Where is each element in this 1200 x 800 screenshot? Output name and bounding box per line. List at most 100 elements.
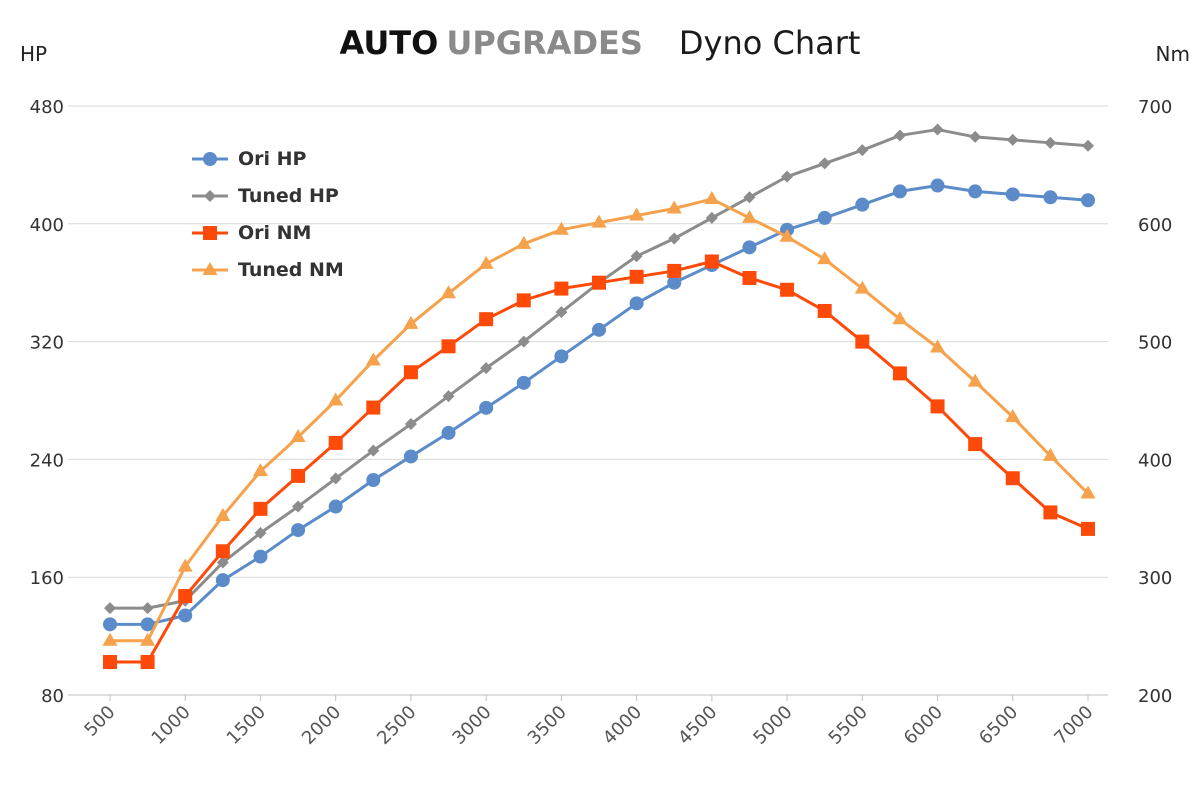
data-point: [817, 303, 832, 318]
brand-upgrades: UPGRADES: [446, 24, 643, 62]
right-axis-unit: Nm: [1155, 42, 1190, 66]
x-tick-label: 5000: [749, 702, 796, 749]
data-point: [892, 184, 907, 199]
data-point: [141, 602, 154, 615]
legend-swatch-icon: [192, 189, 228, 202]
brand-auto: AUTO: [339, 24, 439, 62]
data-point: [666, 200, 682, 214]
y-tick-label: 240: [30, 450, 64, 471]
y-tick-label: 400: [30, 215, 64, 236]
series-line: [110, 259, 1089, 664]
axis-layer: 80 160 240 320 400 480 200 300 400 500 600 700 500 10…: [30, 97, 1173, 749]
data-point: [629, 207, 645, 221]
y2-tick-label: 400: [1138, 450, 1172, 471]
data-point: [329, 472, 342, 485]
data-point: [253, 549, 268, 564]
data-point: [817, 251, 833, 265]
data-point: [140, 617, 155, 632]
data-point: [104, 602, 116, 615]
data-point: [1081, 193, 1095, 208]
series-tuned-nm: [102, 191, 1096, 646]
x-tick-label: 6000: [900, 702, 947, 749]
data-point: [930, 399, 945, 414]
y2-tick-label: 700: [1138, 97, 1172, 118]
data-point: [404, 418, 417, 431]
data-point: [705, 211, 718, 224]
data-point: [291, 468, 306, 483]
legend-swatch-icon: [192, 225, 228, 240]
data-point: [103, 617, 117, 632]
data-point: [442, 390, 455, 403]
data-point: [1006, 133, 1019, 146]
x-tick-label: 1000: [148, 702, 195, 749]
data-point: [893, 129, 906, 142]
data-point: [178, 589, 193, 604]
data-point: [1005, 471, 1020, 486]
x-tick-label: 1500: [223, 702, 270, 749]
x-tick-label: 4000: [599, 702, 646, 749]
data-point: [854, 280, 870, 294]
data-point: [328, 392, 344, 406]
data-point: [252, 463, 268, 477]
data-point: [930, 178, 945, 193]
legend-swatch-marker: [203, 225, 217, 240]
data-point: [103, 655, 117, 670]
y2-tick-label: 200: [1138, 686, 1172, 707]
series-layer: [102, 123, 1096, 670]
data-point: [592, 275, 606, 290]
y-tick-label: 480: [30, 97, 64, 118]
data-point: [667, 275, 682, 290]
data-point: [629, 296, 644, 311]
x-tick-label: 2500: [373, 702, 420, 749]
data-point: [140, 655, 155, 670]
data-point: [178, 608, 193, 623]
data-point: [555, 306, 568, 319]
chart-title: AUTO UPGRADES Dyno Chart: [0, 24, 1200, 62]
legend-item: Ori NM: [190, 214, 344, 251]
data-point: [215, 573, 230, 588]
data-point: [517, 335, 530, 348]
data-point: [1005, 408, 1021, 422]
x-tick-label: 3000: [448, 702, 495, 749]
data-point: [479, 400, 494, 415]
legend-item: Ori HP: [190, 140, 344, 177]
data-point: [441, 425, 456, 440]
data-point: [630, 250, 643, 263]
data-point: [365, 352, 381, 366]
y-tick-label: 80: [41, 686, 64, 707]
data-point: [1005, 187, 1020, 202]
data-point: [967, 373, 983, 387]
data-point: [741, 209, 757, 223]
legend-swatch-icon: [192, 151, 228, 166]
data-point: [704, 254, 719, 269]
data-point: [291, 523, 306, 538]
data-point: [667, 263, 682, 278]
x-tick-label: 4500: [674, 702, 721, 749]
data-point: [403, 315, 419, 329]
data-point: [668, 232, 681, 245]
legend-item: Tuned HP: [190, 177, 344, 214]
legend-label: Tuned NM: [238, 258, 344, 281]
data-point: [892, 366, 907, 381]
data-point: [629, 269, 644, 284]
data-point: [403, 449, 418, 464]
y2-tick-label: 500: [1138, 333, 1172, 354]
x-tick-label: 7000: [1050, 702, 1097, 749]
data-point: [140, 632, 156, 646]
data-point: [1043, 190, 1058, 205]
y2-tick-label: 300: [1138, 568, 1172, 589]
data-point: [177, 558, 193, 572]
data-point: [1043, 505, 1058, 520]
data-point: [290, 429, 306, 443]
data-point: [969, 130, 982, 143]
data-point: [1081, 521, 1095, 536]
data-point: [930, 339, 946, 353]
data-point: [253, 501, 268, 516]
data-point: [1042, 447, 1058, 461]
data-point: [367, 444, 380, 457]
series-ori-nm: [103, 254, 1095, 670]
data-point: [742, 240, 757, 255]
data-point: [292, 500, 305, 513]
data-point: [968, 184, 983, 199]
